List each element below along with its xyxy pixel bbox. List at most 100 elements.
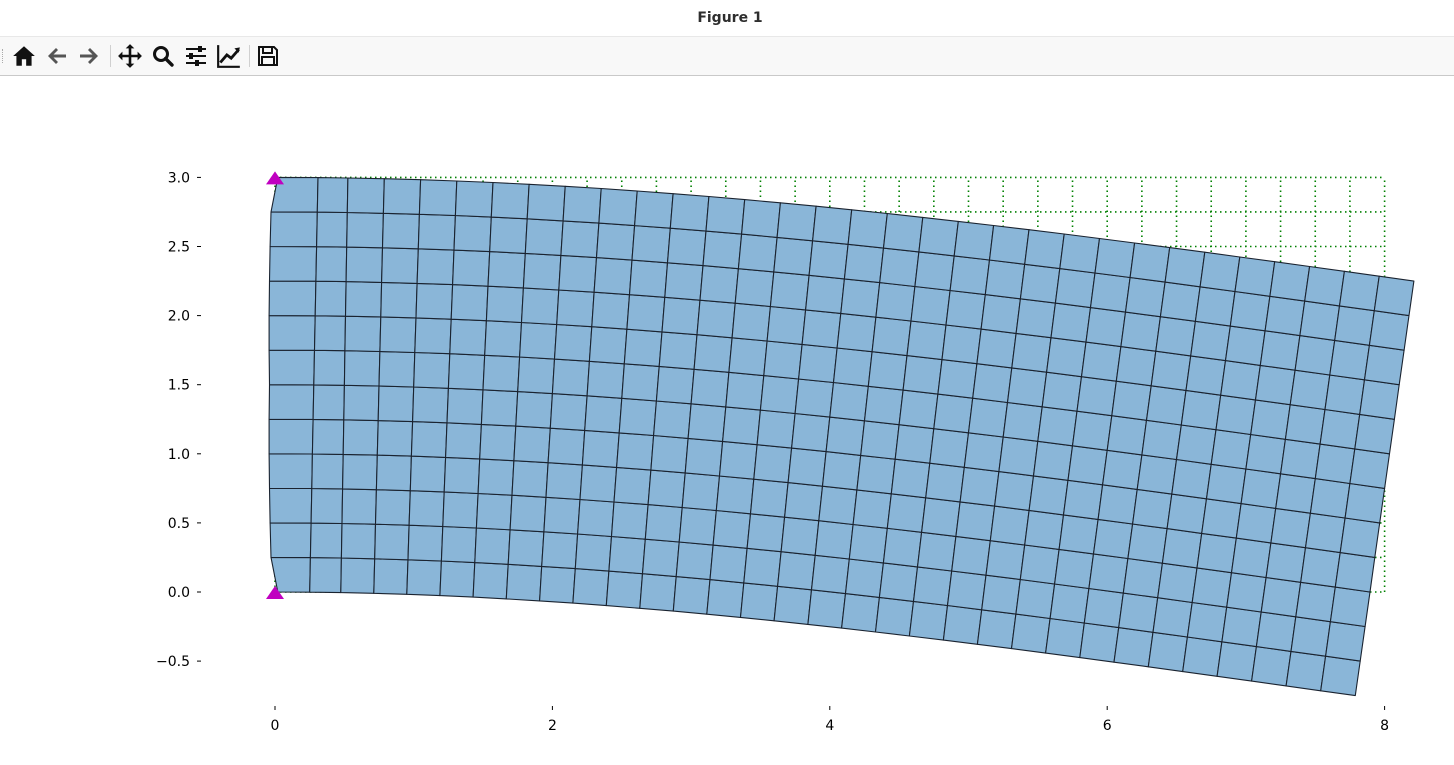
mesh-element <box>311 418 345 455</box>
edit-axis-button[interactable] <box>214 40 244 72</box>
mesh-element <box>484 320 523 358</box>
home-button[interactable] <box>9 40 39 72</box>
mesh-element <box>1250 399 1291 440</box>
mesh-element <box>840 278 881 318</box>
figure-canvas[interactable]: 3.0 2.5 2.0 1.5 1.0 0.5 0.0 −0.5 0 2 4 6 8 <box>0 76 1454 765</box>
mesh-element <box>1045 617 1085 659</box>
forward-button[interactable] <box>74 40 104 72</box>
mesh-element <box>867 351 908 391</box>
mesh-element <box>340 557 376 594</box>
mesh-element <box>699 265 739 304</box>
mesh-element <box>843 243 885 284</box>
mesh-element <box>608 535 646 575</box>
pan-button[interactable] <box>115 40 145 72</box>
mesh-element <box>1019 263 1061 304</box>
mesh-element <box>475 492 513 531</box>
mesh-element <box>513 425 551 464</box>
toolbar-grip[interactable] <box>2 49 5 63</box>
mesh-element <box>577 498 615 538</box>
y-tick-label: 2.5 <box>168 240 190 256</box>
mesh-element <box>725 371 765 411</box>
mesh-element <box>1164 247 1206 288</box>
mesh-element <box>634 190 674 229</box>
navigation-toolbar <box>0 37 1454 76</box>
mesh-element <box>313 315 347 352</box>
mesh-element <box>773 585 813 625</box>
mesh-element <box>507 529 545 567</box>
mesh-element <box>825 416 866 456</box>
mesh-element <box>377 385 415 423</box>
toolbar-separator <box>249 45 250 67</box>
mesh-element <box>981 574 1021 615</box>
mesh-element <box>269 522 312 559</box>
mesh-element <box>489 216 528 254</box>
mesh-element <box>910 285 951 326</box>
mesh-element <box>1127 523 1168 564</box>
mesh-element <box>794 378 835 418</box>
mesh-element <box>1094 237 1136 279</box>
mesh-element <box>787 447 827 487</box>
mesh-element <box>1284 404 1326 445</box>
configure-subplots-button[interactable] <box>181 40 211 72</box>
mesh-element <box>443 456 481 495</box>
mesh-element <box>1141 419 1182 461</box>
mesh-element <box>1067 445 1108 486</box>
mesh-element <box>769 271 810 311</box>
mesh-element <box>378 350 416 388</box>
mesh-element <box>1290 616 1331 657</box>
mesh-element <box>706 579 745 618</box>
mesh-element <box>1275 473 1316 514</box>
mesh-element <box>598 187 638 227</box>
mesh-element <box>310 487 344 525</box>
mesh-element <box>1083 587 1124 629</box>
mesh-element <box>1150 350 1192 391</box>
mesh-element <box>621 363 660 402</box>
x-tick-label: 4 <box>825 718 834 734</box>
mesh-element <box>416 248 455 286</box>
mesh-element <box>933 393 974 434</box>
mesh-element <box>1240 468 1282 509</box>
mesh-element <box>591 291 631 330</box>
mesh-element <box>610 501 649 540</box>
mesh-element <box>776 202 817 242</box>
mesh-element <box>406 559 442 597</box>
mesh-element <box>613 466 652 506</box>
mesh-element <box>450 284 489 322</box>
mesh-element <box>731 302 771 342</box>
boundary-supports <box>266 171 284 599</box>
mesh-element <box>309 557 342 594</box>
mesh-element <box>381 247 419 284</box>
mesh-element <box>807 589 847 629</box>
mesh-element <box>418 179 458 217</box>
mesh-element <box>375 454 412 492</box>
y-axis: 3.0 2.5 2.0 1.5 1.0 0.5 0.0 −0.5 <box>156 170 201 670</box>
back-button[interactable] <box>42 40 72 72</box>
mesh-element <box>472 562 509 600</box>
save-button[interactable] <box>253 40 283 72</box>
mesh-element <box>1260 576 1302 618</box>
mesh-element <box>1002 401 1043 442</box>
mesh-element <box>345 246 384 283</box>
mesh-element <box>945 289 986 330</box>
mesh-element <box>980 294 1021 334</box>
configure-subplots-icon <box>186 46 206 66</box>
mesh-element <box>417 213 456 251</box>
mesh-element <box>759 375 800 415</box>
mesh-element <box>696 299 736 339</box>
mesh-element <box>379 316 417 354</box>
mesh-element <box>808 240 849 280</box>
mesh-element <box>1088 553 1129 594</box>
mesh-element <box>955 501 996 542</box>
mesh-element <box>773 236 814 276</box>
mesh-element <box>1166 493 1208 534</box>
mesh-element <box>268 245 318 282</box>
mesh-element <box>829 381 869 422</box>
mesh-element <box>1319 408 1361 450</box>
mesh-element <box>766 305 807 345</box>
mesh-element <box>1129 242 1171 283</box>
mesh-element <box>1314 443 1356 485</box>
mesh-element <box>1334 552 1376 593</box>
mesh-element <box>906 320 947 361</box>
zoom-button[interactable] <box>148 40 178 72</box>
mesh-element <box>814 520 854 560</box>
